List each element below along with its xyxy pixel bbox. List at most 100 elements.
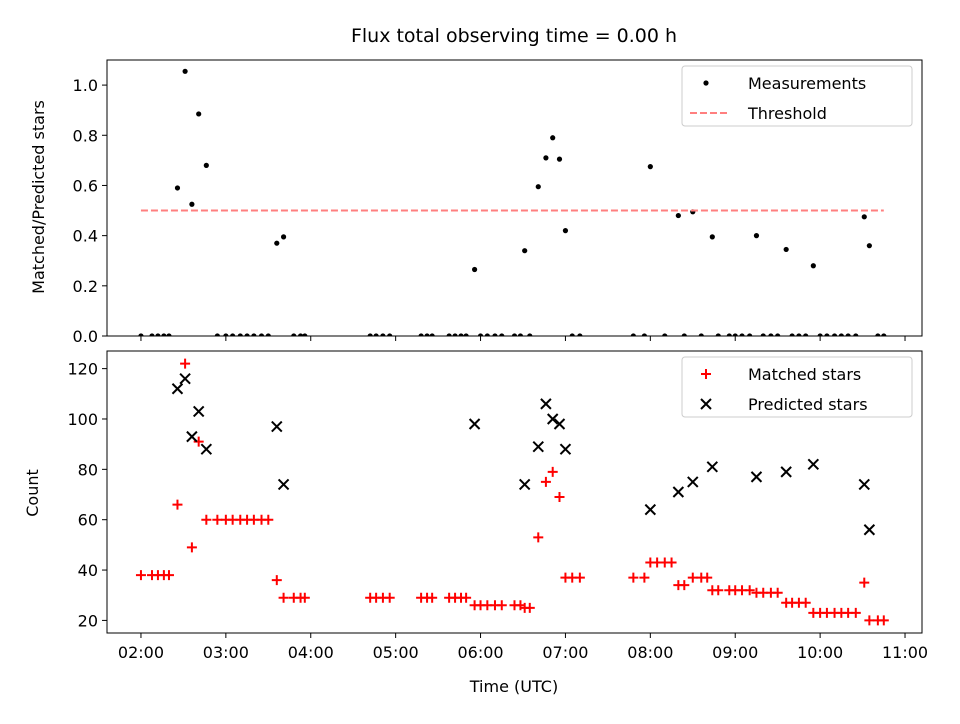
measurements-point bbox=[709, 234, 715, 240]
matched-stars-point bbox=[496, 600, 507, 611]
top-panel: 0.0 0.2 0.4 0.6 0.8 1.0 Measurements Threshold bbox=[73, 59, 923, 346]
measurements-point bbox=[550, 135, 556, 141]
predicted-stars-point bbox=[863, 524, 876, 536]
measurements-point bbox=[739, 333, 745, 336]
bottom-y-tick-label: 80 bbox=[78, 460, 98, 479]
measurements-point bbox=[543, 155, 549, 161]
top-y-tick-label: 0.2 bbox=[73, 277, 98, 296]
x-tick-label: 09:00 bbox=[712, 643, 758, 662]
x-tick-label: 03:00 bbox=[203, 643, 249, 662]
measurements-point bbox=[265, 333, 271, 336]
measurements-point bbox=[203, 162, 209, 168]
matched-stars-point bbox=[679, 580, 690, 591]
predicted-stars-point bbox=[553, 418, 566, 430]
matched-stars-point bbox=[554, 492, 565, 503]
measurements-point bbox=[223, 333, 229, 336]
measurements-point bbox=[302, 333, 308, 336]
measurements-point bbox=[768, 333, 774, 336]
predicted-stars-point bbox=[546, 413, 559, 425]
measurements-point bbox=[424, 333, 430, 336]
measurements-point bbox=[522, 248, 528, 254]
predicted-stars-point bbox=[277, 478, 290, 491]
measurements-point bbox=[662, 333, 668, 336]
measurements-point bbox=[155, 333, 161, 336]
measurements-point bbox=[297, 333, 304, 336]
predicted-stars-point bbox=[750, 471, 763, 483]
measurements-point bbox=[446, 333, 452, 336]
matched-stars-point bbox=[540, 476, 551, 487]
measurements-point bbox=[747, 333, 753, 336]
predicted-stars-point bbox=[192, 405, 205, 418]
matched-stars-point bbox=[533, 532, 544, 543]
matched-stars-point bbox=[186, 542, 197, 553]
matched-stars-point bbox=[172, 499, 183, 510]
matched-stars-point bbox=[384, 592, 395, 603]
measurements-point bbox=[681, 333, 687, 336]
bottom-series-layer bbox=[135, 358, 889, 626]
predicted-stars-point bbox=[540, 398, 552, 410]
measurements-point bbox=[387, 333, 393, 336]
measurements-point bbox=[237, 333, 243, 336]
matched-stars-point bbox=[263, 514, 274, 525]
matched-stars-point bbox=[180, 358, 191, 369]
matched-stars-point bbox=[702, 572, 713, 583]
predicted-stars-point bbox=[468, 418, 481, 430]
x-tick-label: 07:00 bbox=[542, 643, 588, 662]
measurements-point bbox=[535, 184, 541, 190]
measurements-point bbox=[367, 333, 373, 336]
matched-stars-point bbox=[271, 575, 282, 586]
threshold-legend-label: Threshold bbox=[747, 104, 827, 123]
measurements-point bbox=[418, 333, 424, 336]
predicted-stars-point bbox=[171, 383, 184, 395]
measurements-point bbox=[838, 333, 844, 336]
predicted-stars-point bbox=[672, 486, 685, 498]
measurements-point bbox=[853, 333, 859, 336]
matched-stars-point bbox=[547, 466, 558, 477]
x-tick-label: 08:00 bbox=[627, 643, 673, 662]
x-tick-label: 11:00 bbox=[882, 643, 928, 662]
matched-stars-point bbox=[859, 577, 870, 588]
matched-stars-point bbox=[524, 602, 535, 613]
measurements-point bbox=[861, 214, 867, 220]
measurements-point bbox=[803, 333, 809, 336]
matched-stars-point bbox=[163, 570, 174, 581]
measurements-point bbox=[458, 333, 464, 336]
measurements-point bbox=[230, 333, 236, 336]
predicted-stars-point bbox=[559, 443, 572, 455]
measurements-point bbox=[789, 333, 795, 336]
measurements-point bbox=[641, 333, 647, 336]
chart-title: Flux total observing time = 0.00 h bbox=[351, 25, 677, 47]
top-y-tick-label: 0.8 bbox=[73, 126, 98, 145]
bottom-y-tick-label: 40 bbox=[78, 561, 98, 580]
matched-stars-point bbox=[628, 572, 639, 583]
measurements-point bbox=[182, 68, 188, 74]
matched-stars-point bbox=[772, 587, 783, 598]
predicted-stars-point bbox=[858, 478, 870, 491]
measurements-point bbox=[161, 333, 167, 336]
matched-stars-point bbox=[574, 572, 585, 583]
matched-stars-legend-label: Matched stars bbox=[748, 365, 861, 384]
measurements-point bbox=[274, 240, 280, 246]
measurements-point bbox=[452, 333, 458, 336]
measurements-point bbox=[796, 333, 802, 336]
measurements-point bbox=[477, 333, 484, 336]
bottom-panel: 20 40 60 80 100 120 02:00 03:00 04:00 05:00 06:00 0… bbox=[67, 350, 928, 662]
measurements-point bbox=[881, 333, 887, 336]
bottom-legend: Matched stars Predicted stars bbox=[681, 356, 913, 418]
matched-stars-point bbox=[201, 514, 212, 525]
measurements-point bbox=[527, 333, 533, 336]
measurements-point bbox=[484, 333, 490, 336]
measurements-point bbox=[492, 333, 498, 336]
measurements-point bbox=[845, 333, 851, 336]
matched-stars-point bbox=[864, 615, 875, 626]
matched-stars-point bbox=[427, 592, 438, 603]
predicted-stars-point bbox=[200, 443, 213, 455]
bottom-plot-frame bbox=[106, 350, 923, 634]
matched-stars-point bbox=[687, 572, 698, 583]
measurements-point bbox=[214, 333, 220, 336]
measurements-point bbox=[291, 333, 297, 336]
measurements-point bbox=[569, 333, 575, 336]
matched-stars-legend-marker bbox=[701, 369, 711, 379]
measurements-point bbox=[783, 246, 789, 253]
